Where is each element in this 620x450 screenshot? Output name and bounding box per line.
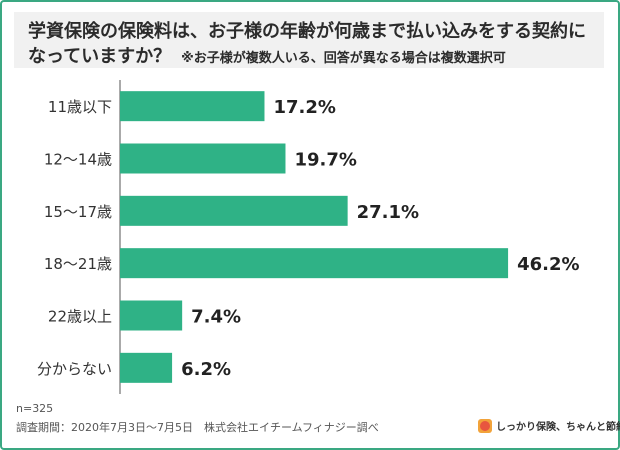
category-label-3: 18〜21歳	[44, 255, 112, 273]
value-label-1: 19.7%	[294, 150, 356, 171]
value-label-4: 7.4%	[191, 307, 241, 328]
brand-logo: しっかり保険、ちゃんと節約。	[478, 418, 620, 433]
value-label-0: 17.2%	[273, 97, 335, 118]
category-label-4: 22歳以上	[48, 308, 112, 326]
bar-4	[120, 300, 183, 331]
category-label-1: 12〜14歳	[44, 151, 112, 169]
title-box: 学資保険の保険料は、お子様の年齢が何歳まで払い込みをする契約に なっていますか？…	[14, 12, 604, 68]
value-label-2: 27.1%	[357, 202, 419, 223]
bar-0	[120, 91, 265, 122]
category-label-2: 15〜17歳	[44, 203, 112, 221]
survey-source: 調査期間：2020年7月3日〜7月5日 株式会社エイチームフィナジー調べ	[16, 421, 379, 434]
value-label-5: 6.2%	[181, 359, 231, 380]
bars-layer: 11歳以下 17.2% 12〜14歳 19.7% 15〜17歳 27.1% 18〜21歳 46…	[37, 80, 580, 394]
category-label-0: 11歳以下	[48, 98, 112, 116]
chart-title-line2: なっていますか？ ※お子様が複数人いる、回答が異なる場合は複数選択可	[28, 42, 506, 68]
value-label-3: 46.2%	[517, 254, 579, 275]
sample-size: n=325	[16, 402, 54, 415]
brand-logo-text: しっかり保険、ちゃんと節約。	[496, 422, 620, 433]
bar-2	[120, 195, 348, 226]
bar-5	[120, 352, 173, 383]
brand-logo-icon	[478, 418, 492, 433]
chart-subtitle: ※お子様が複数人いる、回答が異なる場合は複数選択可	[181, 51, 506, 66]
chart-title-line1: 学資保険の保険料は、お子様の年齢が何歳まで払い込みをする契約に	[28, 21, 586, 42]
category-label-5: 分からない	[37, 360, 112, 378]
chart-title-line2-text: なっていますか？	[28, 46, 172, 67]
bar-1	[120, 143, 286, 174]
bar-3	[120, 248, 509, 279]
